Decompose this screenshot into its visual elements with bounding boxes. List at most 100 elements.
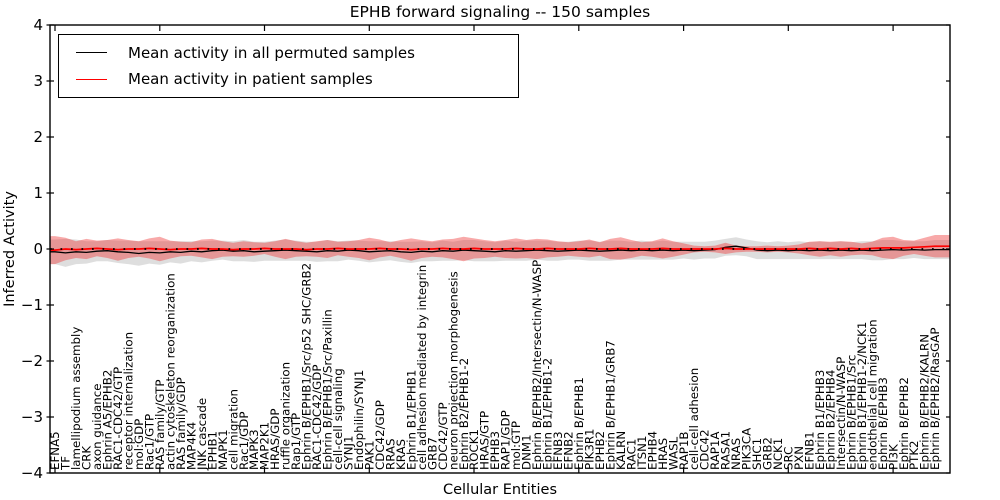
patient-line-sample-icon — [76, 78, 107, 80]
legend-entry-patient: Mean activity in patient samples — [59, 70, 518, 88]
x-tick-label: cell adhesion mediated by integrin — [415, 265, 429, 470]
patient-mean-line — [50, 245, 950, 251]
y-tick-label: 0 — [33, 240, 43, 258]
x-tick-label: Ephrin B1/EPHB1-2/NCK1 — [855, 322, 869, 470]
x-tick-label: cell-cell signaling — [331, 368, 345, 470]
x-tick-label: Ephrin B/EPHB1 — [572, 377, 586, 470]
x-tick-label: PAK1 — [363, 440, 377, 470]
x-tick-label: CRK — [80, 446, 94, 470]
x-tick-label: EFNB3 — [551, 431, 565, 470]
x-tick-label: EPHB3 — [488, 431, 502, 470]
x-tick-label: SHC1 — [750, 438, 764, 470]
x-tick-label: Intersectin/N-WASP — [834, 357, 848, 470]
x-tick-label: EPHB2 — [593, 431, 607, 470]
x-tick-label: Ephrin B1/EPHB3 — [813, 370, 827, 470]
x-tick-label: RASA1 — [719, 431, 733, 470]
x-tick-label: Endophilin/SYNJ1 — [352, 370, 366, 470]
x-tick-label: MAPK1 — [216, 429, 230, 470]
x-tick-label: Ephrin B/EPHB3 — [876, 377, 890, 470]
x-tick-label: Rac1/GDP — [237, 412, 251, 470]
x-tick-label: MAP2K1 — [258, 422, 272, 470]
permuted-line-sample-icon — [76, 52, 107, 54]
x-tick-label: SRC — [782, 447, 796, 470]
x-tick-label: Rac1/GTP — [143, 414, 157, 470]
x-tick-label: Ephrin B/EPHB2/RasGAP — [928, 328, 942, 471]
x-tick-label: PI3K — [886, 444, 900, 470]
x-tick-label: Rap1/GTP — [289, 413, 303, 470]
y-tick-label: 3 — [33, 72, 43, 90]
y-tick-label: 4 — [33, 16, 43, 34]
y-tick-label: −4 — [21, 464, 43, 482]
x-tick-label: Ephrin B/EPHB2/KALRN — [918, 334, 932, 470]
x-tick-label: GRB2 — [761, 437, 775, 470]
x-tick-label: CDC42/GDP — [373, 400, 387, 470]
x-tick-label: CDC42 — [698, 429, 712, 470]
x-tick-label: cell-cell adhesion — [687, 368, 701, 470]
x-tick-label: actin cytoskeleton reorganization — [163, 273, 177, 470]
x-axis-label: Cellular Entities — [443, 482, 557, 498]
x-tick-label: RAC1-CDC42/GDP — [310, 365, 324, 470]
x-tick-label: RAP1A — [708, 432, 722, 470]
x-tick-label: Ephrin B/EPHB2 — [897, 377, 911, 470]
chart-title: EPHB forward signaling -- 150 samples — [350, 3, 651, 21]
x-tick-label: Ephrin B/EPHB1/GRB7 — [603, 340, 617, 470]
y-tick-label: −3 — [21, 408, 43, 426]
x-tick-label: EPHB1 — [205, 431, 219, 470]
x-tick-label: NCK1 — [771, 438, 785, 470]
x-tick-label: RAP1B — [677, 431, 691, 470]
x-tick-label: GRB7 — [425, 437, 439, 470]
x-tick-label: ROCK1 — [467, 429, 481, 470]
x-tick-label: EFNB1 — [803, 431, 817, 470]
x-tick-label: MAPK3 — [247, 429, 261, 470]
x-tick-label: WASL — [666, 436, 680, 470]
x-tick-label: Ephrin B/EPHB2/Intersectin/N-WASP — [530, 260, 544, 470]
x-tick-label: DNM1 — [520, 434, 534, 470]
x-tick-label: Ephrin B/EPHB1/Src/Paxillin — [321, 309, 335, 470]
x-tick-label: HRAS/GTP — [478, 411, 492, 470]
y-tick-label: −2 — [21, 352, 43, 370]
legend: Mean activity in all permuted samples Me… — [58, 34, 519, 98]
x-tick-label: mol:GTP — [509, 421, 523, 470]
legend-entry-permuted: Mean activity in all permuted samples — [59, 44, 518, 62]
x-tick-label: PIK3CA — [740, 428, 754, 470]
x-tick-label: endothelial cell migration — [865, 319, 879, 470]
x-tick-label: Ephrin B/EPHB1/Src — [844, 355, 858, 470]
x-tick-label: EFNA5 — [48, 431, 62, 470]
x-tick-label: CDC42/GTP — [436, 402, 450, 470]
x-tick-label: RAC1-CDC42/GTP — [111, 367, 125, 470]
x-tick-label: HRAS/GDP — [268, 409, 282, 470]
x-tick-label: neuron projection morphogenesis — [446, 271, 460, 470]
x-tick-label: Ephrin A5/EPHB2 — [101, 370, 115, 470]
x-tick-label: RAS family/GTP — [153, 380, 167, 470]
x-tick-label: Ephrin B1/EPHB1 — [404, 370, 418, 470]
x-tick-label: mol:GDP — [132, 419, 146, 470]
x-tick-label: PIK3R1 — [583, 428, 597, 470]
x-tick-label: KRAS — [394, 439, 408, 470]
x-tick-label: Ephrin B/EPHB1/Src/p52 SHC/GRB2 — [300, 263, 314, 470]
permuted-mean-line — [50, 245, 950, 255]
x-tick-label: axon guidance — [90, 384, 104, 470]
x-tick-label: ruffle organization — [279, 362, 293, 470]
x-tick-label: HRAS — [656, 438, 670, 470]
y-tick-label: 2 — [33, 128, 43, 146]
x-tick-label: RRAS — [383, 439, 397, 470]
x-tick-label: Ephrin B2/EPHB4 — [823, 370, 837, 470]
y-axis-label: Inferred Activity — [2, 191, 18, 307]
x-tick-label: KALRN — [614, 431, 628, 470]
x-tick-label: RAP1/GDP — [499, 410, 513, 470]
y-tick-label: −1 — [21, 296, 43, 314]
x-tick-label: TF — [59, 456, 73, 471]
x-tick-label: receptor internalization — [122, 332, 136, 470]
x-tick-label: NRAS — [729, 438, 743, 470]
x-tick-label: Ephrin B2/EPHB1-2 — [457, 358, 471, 470]
x-tick-label: Ephrin B1/EPHB1-2 — [541, 358, 555, 470]
permuted-samples-range-band — [50, 237, 950, 267]
x-tick-label: EFNB2 — [562, 431, 576, 470]
y-tick-label: 1 — [33, 184, 43, 202]
x-tick-label: EPHB4 — [645, 431, 659, 470]
x-tick-label: JNK cascade — [195, 398, 209, 471]
x-tick-label: PXN — [792, 446, 806, 470]
